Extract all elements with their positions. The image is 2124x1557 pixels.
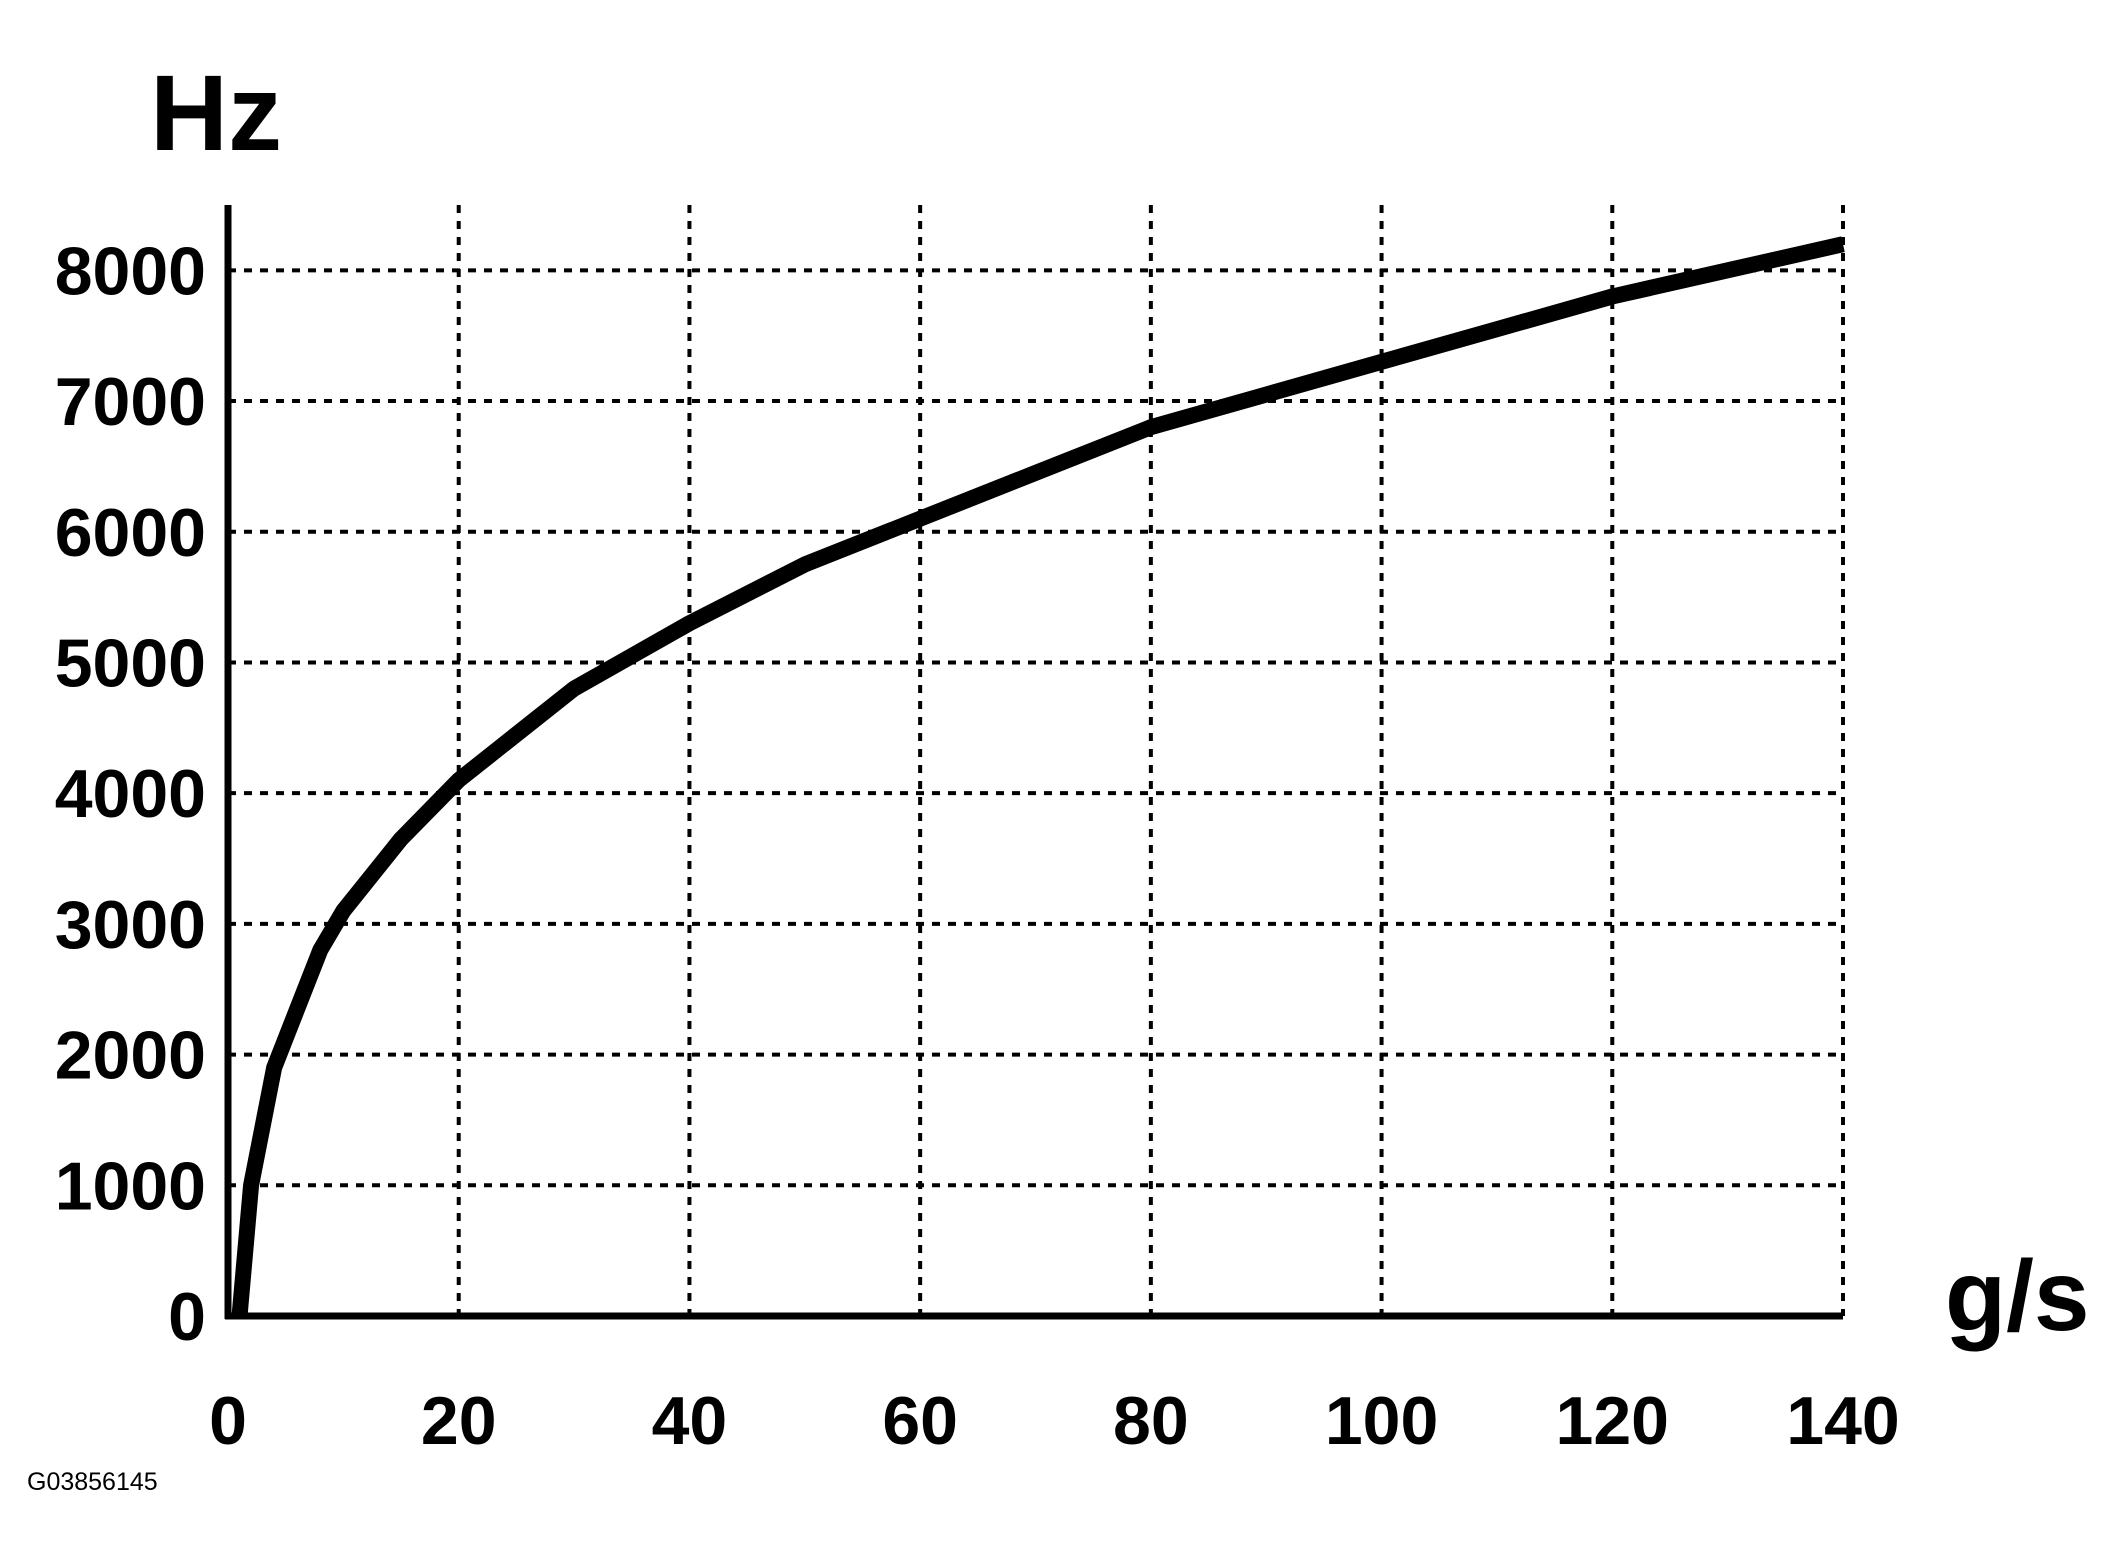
x-axis-label: g/s <box>1945 1240 2089 1352</box>
y-tick-label: 6000 <box>55 495 206 571</box>
figure-code: G03856145 <box>27 1468 158 1496</box>
x-tick-label: 0 <box>209 1383 247 1459</box>
x-tick-label: 20 <box>421 1383 497 1459</box>
y-tick-label: 3000 <box>55 887 206 963</box>
y-tick-label: 2000 <box>55 1018 206 1094</box>
y-tick-label: 1000 <box>55 1148 206 1224</box>
data-line <box>231 236 1845 1317</box>
y-tick-label: 4000 <box>55 756 206 832</box>
x-tick-label: 80 <box>1113 1383 1189 1459</box>
y-tick-label: 8000 <box>55 233 206 309</box>
y-tick-label: 5000 <box>55 625 206 701</box>
x-tick-label: 60 <box>882 1383 958 1459</box>
y-tick-label: 0 <box>168 1279 206 1355</box>
x-tick-label: 100 <box>1325 1383 1438 1459</box>
y-tick-label: 7000 <box>55 364 206 440</box>
y-axis-label: Hz <box>150 52 282 173</box>
x-tick-label: 120 <box>1556 1383 1669 1459</box>
x-tick-label: 40 <box>652 1383 728 1459</box>
x-tick-label: 140 <box>1786 1383 1899 1459</box>
